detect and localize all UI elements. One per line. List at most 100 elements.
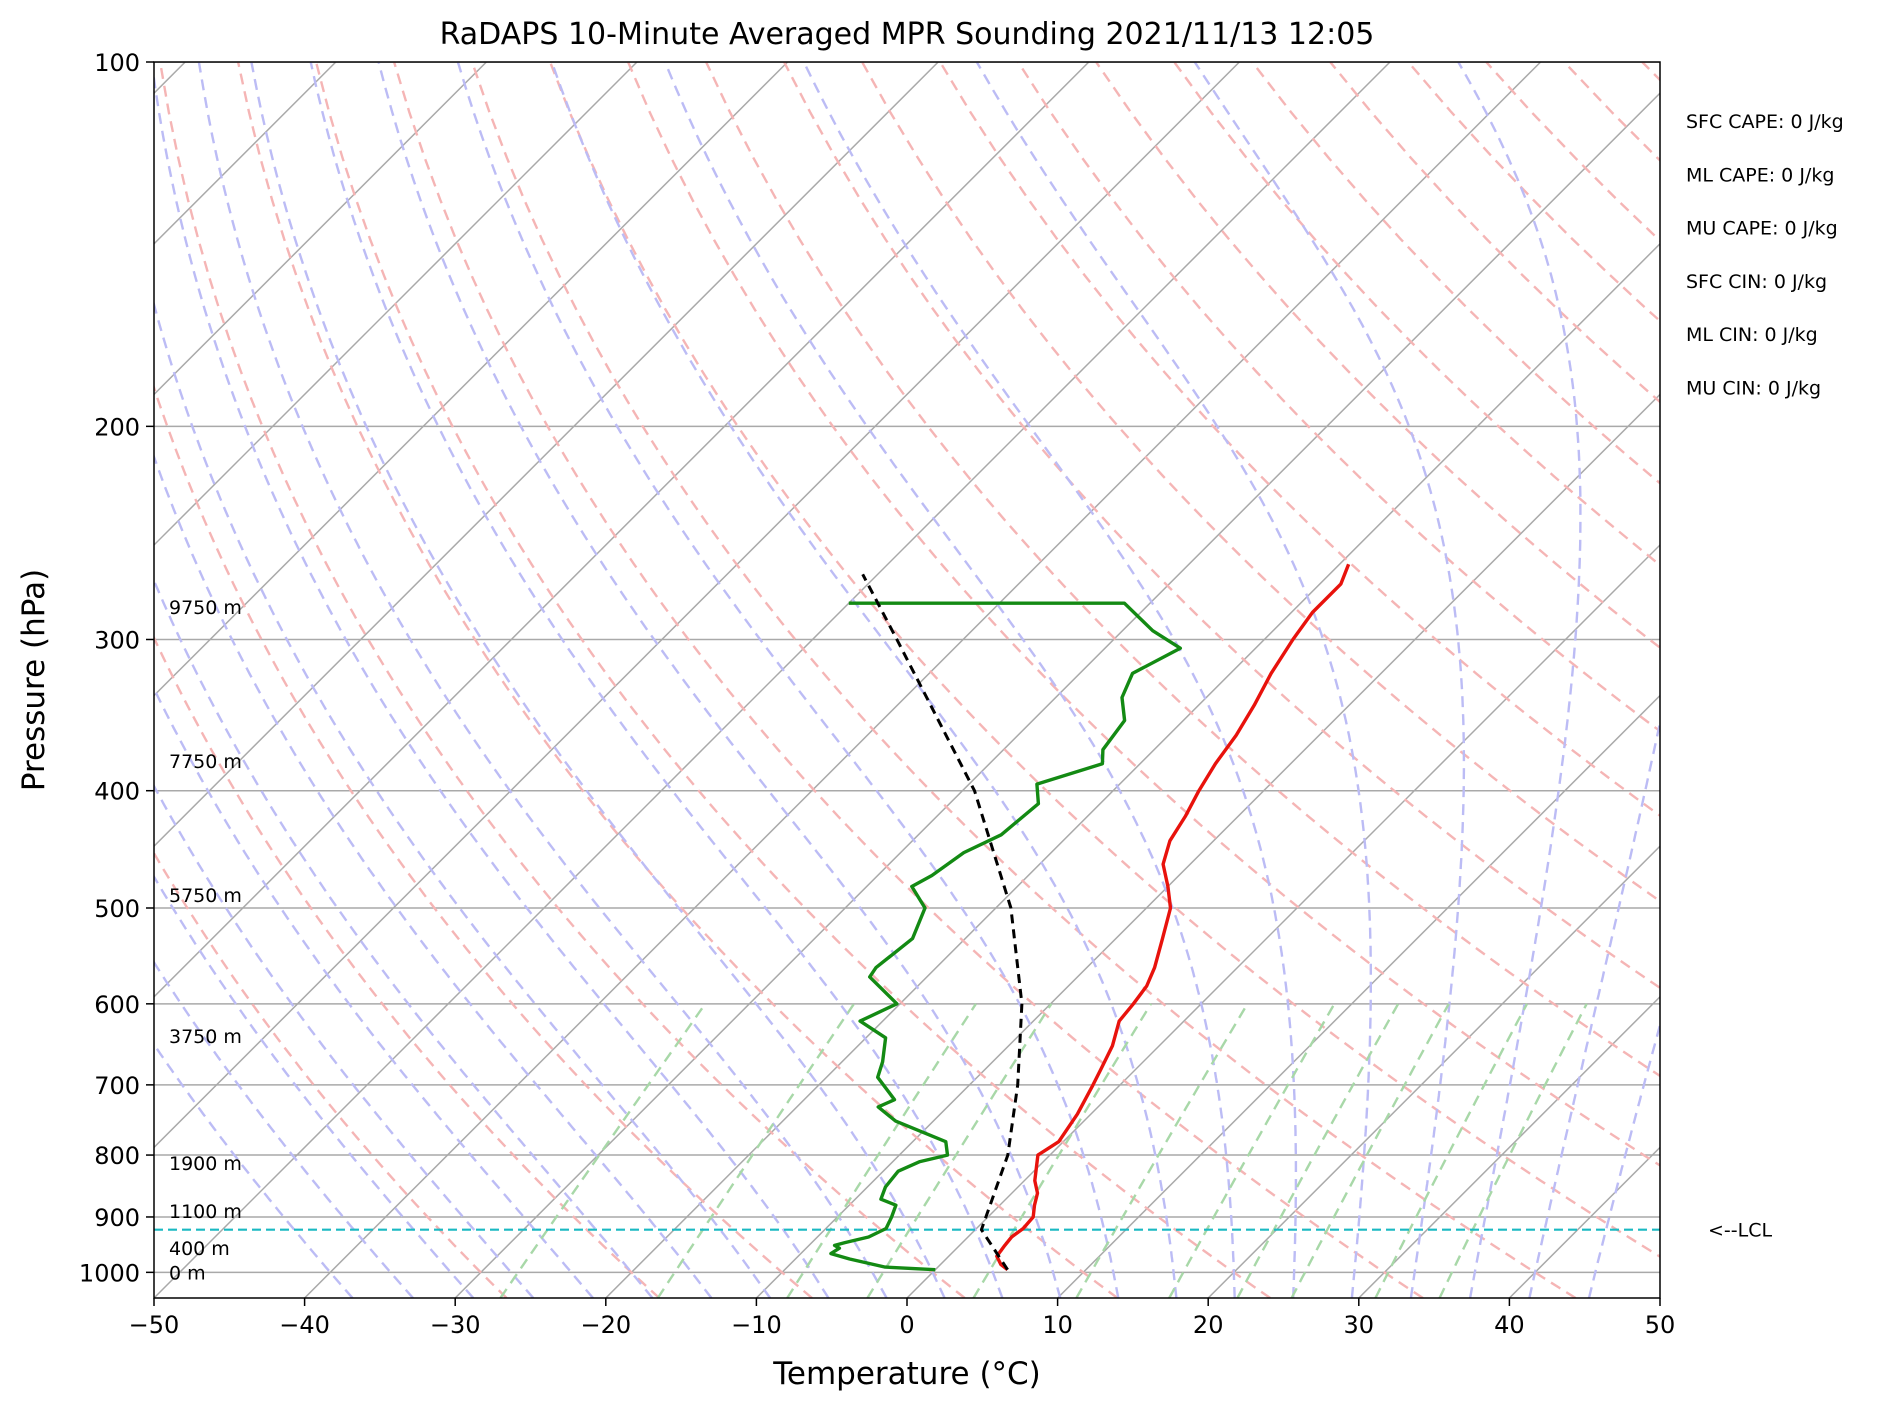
index-label: SFC CIN: 0 J/kg	[1686, 271, 1827, 293]
dewpoint-trace	[829, 601, 1182, 1272]
moist-adiabat-line	[154, 70, 830, 1298]
moist-adiabat-line	[154, 577, 654, 1298]
y-tick-label: 400	[94, 778, 140, 806]
y-tick-label: 300	[94, 626, 140, 654]
x-tick-label: −50	[129, 1311, 180, 1339]
moist-adiabat-line	[663, 62, 1236, 1298]
x-tick-label: −10	[731, 1311, 782, 1339]
moist-adiabat-line	[456, 62, 1120, 1298]
dry-adiabat-line	[783, 62, 1660, 990]
dry-adiabat-line	[1407, 62, 1660, 323]
index-label: MU CIN: 0 J/kg	[1686, 378, 1821, 400]
dry-adiabat-line	[158, 62, 966, 1298]
x-axis-label: Temperature (°C)	[772, 1356, 1041, 1392]
height-label: 7750 m	[169, 751, 242, 773]
dry-adiabat-line	[1485, 62, 1660, 243]
moist-adiabat-line	[154, 300, 772, 1298]
dry-adiabat-line	[548, 62, 1660, 1259]
dry-adiabat-line	[314, 62, 1271, 1298]
moist-adiabat-line	[1528, 717, 1660, 1298]
index-label: MU CAPE: 0 J/kg	[1686, 218, 1838, 240]
y-tick-label: 500	[94, 895, 140, 923]
dry-adiabat-line	[392, 62, 1424, 1298]
moist-adiabat-line	[550, 62, 1178, 1298]
x-tick-label: −40	[279, 1311, 330, 1339]
mixing-ratio-line	[1236, 1003, 1400, 1298]
isotherm-line	[154, 62, 487, 396]
dry-adiabat-line	[236, 62, 1119, 1298]
mixing-ratio-line	[499, 1003, 707, 1298]
isotherm-line	[906, 543, 1660, 1298]
height-label: 1100 m	[169, 1201, 242, 1223]
y-tick-label: 600	[94, 991, 140, 1019]
isotherm-line	[154, 62, 939, 848]
isotherm-line	[154, 62, 1240, 1149]
mixing-ratio-line	[866, 1003, 1053, 1298]
moist-adiabat-line	[154, 685, 594, 1298]
dry-adiabat-line	[154, 383, 813, 1298]
isotherm-line	[605, 242, 1660, 1298]
mixing-ratio-line	[656, 1003, 855, 1298]
moist-adiabat-line	[975, 62, 1372, 1298]
index-label: SFC CAPE: 0 J/kg	[1686, 111, 1844, 133]
isotherm-line	[755, 393, 1660, 1298]
isotherm-line	[154, 62, 638, 547]
chart-title: RaDAPS 10-Minute Averaged MPR Sounding 2…	[440, 17, 1375, 52]
moist-adiabat-line	[309, 62, 1004, 1298]
y-tick-label: 700	[94, 1072, 140, 1100]
isotherm-line	[1358, 995, 1660, 1298]
temperature-trace	[995, 563, 1351, 1272]
isotherm-line	[1508, 1146, 1660, 1298]
mixing-ratio-line	[1168, 1003, 1336, 1298]
moist-adiabat-line	[1587, 1020, 1660, 1298]
isotherm-line	[154, 62, 1391, 1298]
y-tick-label: 200	[94, 413, 140, 441]
dry-adiabat-line	[1017, 62, 1660, 733]
height-label: 1900 m	[169, 1153, 242, 1175]
dry-adiabat-line	[1641, 62, 1660, 82]
dry-adiabat-line	[1251, 62, 1660, 485]
height-label: 9750 m	[169, 597, 242, 619]
x-tick-label: −20	[580, 1311, 631, 1339]
mixing-ratio-line	[1374, 1003, 1529, 1298]
dry-adiabat-line	[1329, 62, 1660, 404]
sounding-traces	[829, 563, 1351, 1272]
x-tick-label: 50	[1645, 1311, 1676, 1339]
height-label: 3750 m	[169, 1026, 242, 1048]
moist-adiabat-line	[1193, 62, 1466, 1298]
mixing-ratio-line	[1290, 1003, 1450, 1298]
isotherm-line	[154, 62, 789, 697]
moist-adiabat-line	[802, 62, 1298, 1298]
isotherm-line	[154, 62, 1090, 998]
dry-adiabat-line	[154, 850, 508, 1298]
index-label: ML CAPE: 0 J/kg	[1686, 164, 1834, 186]
moist-adiabat-line	[154, 960, 414, 1298]
background-lines	[154, 62, 1882, 1298]
dry-adiabat-line	[154, 635, 661, 1298]
x-tick-label: −30	[430, 1311, 481, 1339]
moist-adiabat-line	[154, 783, 535, 1298]
x-tick-label: 30	[1344, 1311, 1375, 1339]
moist-adiabat-line	[197, 62, 888, 1298]
dry-adiabat-line	[470, 62, 1577, 1298]
y-tick-label: 100	[94, 49, 140, 77]
dry-adiabat-line	[1720, 62, 1882, 1298]
isotherm-line	[1659, 1296, 1660, 1298]
isotherm-line	[454, 92, 1660, 1298]
dry-adiabat-line	[939, 62, 1660, 818]
x-tick-label: 20	[1193, 1311, 1224, 1339]
lcl-label: <--LCL	[1708, 1220, 1772, 1242]
height-label: 400 m	[169, 1238, 230, 1260]
moist-adiabat-line	[250, 62, 946, 1298]
height-label: 0 m	[169, 1262, 206, 1284]
moist-adiabat-line	[377, 62, 1062, 1298]
y-tick-label: 800	[94, 1142, 140, 1170]
y-tick-label: 900	[94, 1204, 140, 1232]
x-tick-label: 10	[1042, 1311, 1073, 1339]
moist-adiabat-line	[154, 453, 713, 1298]
dry-adiabat-line	[626, 62, 1660, 1167]
y-axis-label: Pressure (hPa)	[16, 569, 52, 791]
index-label: ML CIN: 0 J/kg	[1686, 324, 1818, 346]
